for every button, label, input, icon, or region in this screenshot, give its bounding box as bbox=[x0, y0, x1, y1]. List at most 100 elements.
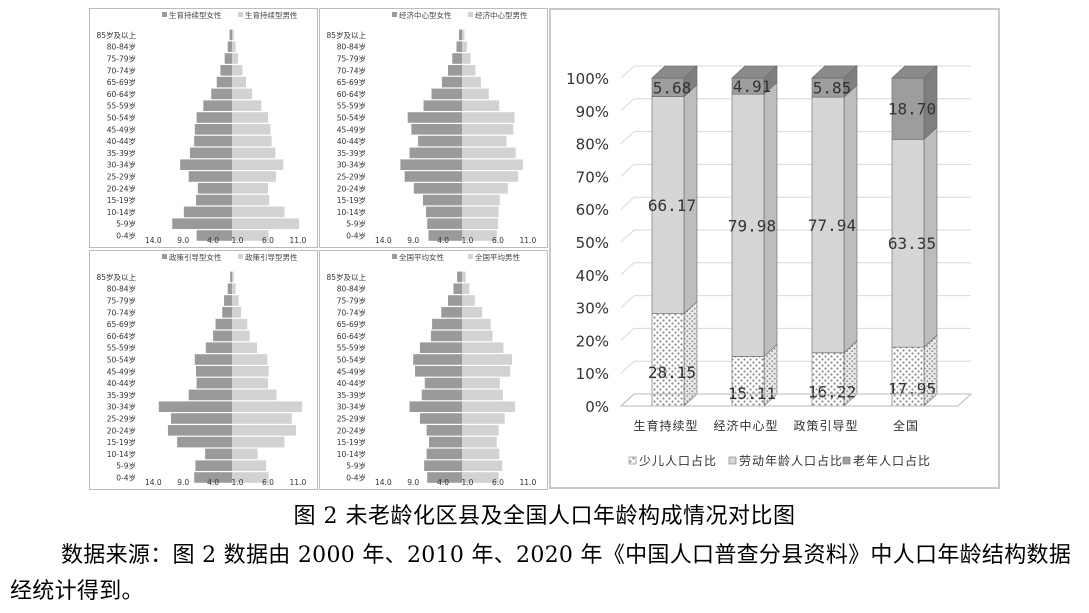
y-tick-label: 30% bbox=[576, 300, 609, 318]
grid-diagonal bbox=[620, 164, 635, 177]
male-bar bbox=[462, 354, 513, 365]
female-bar bbox=[413, 354, 462, 365]
female-bar bbox=[196, 366, 232, 377]
female-bar bbox=[197, 183, 232, 194]
age-label: 85岁及以上 bbox=[326, 30, 366, 40]
male-bar bbox=[462, 29, 465, 41]
bar-segment bbox=[651, 313, 685, 407]
female-bar bbox=[227, 41, 232, 52]
female-bar bbox=[441, 76, 462, 88]
female-bar bbox=[177, 436, 232, 448]
male-bar bbox=[462, 366, 511, 377]
male-bar bbox=[232, 366, 269, 377]
male-bar bbox=[462, 76, 481, 88]
data-label: 79.98 bbox=[728, 216, 776, 235]
male-bar bbox=[232, 425, 297, 436]
age-label: 50-54岁 bbox=[107, 113, 136, 123]
male-bar bbox=[232, 183, 268, 194]
bar-segment bbox=[731, 356, 765, 407]
male-bar bbox=[232, 436, 285, 448]
age-label: 15-19岁 bbox=[337, 195, 366, 205]
y-tick-label: 10% bbox=[576, 365, 609, 383]
age-label: 0-4岁 bbox=[116, 231, 136, 241]
age-label: 35-39岁 bbox=[107, 390, 136, 400]
pyramid-panel-fertility: 生育持续型女性 生育持续型男性 0-4岁 5-9岁 10-14岁 15-19岁 20-24岁… bbox=[89, 8, 318, 248]
category-label: 生育持续型 bbox=[633, 418, 698, 433]
age-label: 75-79岁 bbox=[107, 54, 136, 64]
female-bar bbox=[419, 413, 462, 424]
age-label: 55-59岁 bbox=[107, 343, 136, 353]
male-bar bbox=[462, 342, 504, 353]
bar-top bbox=[651, 65, 698, 79]
male-bar bbox=[232, 218, 300, 229]
legend-label: 政策引导型男性 bbox=[245, 252, 298, 262]
female-bar bbox=[194, 135, 232, 147]
age-label: 65-69岁 bbox=[107, 77, 136, 87]
age-label: 80-84岁 bbox=[107, 42, 136, 52]
female-bar bbox=[213, 330, 232, 342]
male-bar bbox=[462, 100, 500, 111]
female-bar bbox=[230, 271, 232, 283]
y-tick-label: 90% bbox=[576, 103, 609, 121]
male-bar bbox=[462, 318, 491, 330]
data-label: 18.70 bbox=[888, 100, 936, 119]
age-label: 25-29岁 bbox=[337, 172, 366, 182]
age-label: 5-9岁 bbox=[116, 461, 136, 471]
female-bar bbox=[428, 230, 462, 241]
age-label: 75-79岁 bbox=[337, 296, 366, 306]
x-tick-label: 6.0 bbox=[262, 478, 274, 487]
male-bar bbox=[232, 342, 258, 353]
female-bar bbox=[189, 147, 232, 159]
female-bar bbox=[407, 112, 462, 123]
legend-swatch bbox=[468, 12, 473, 17]
grid-diagonal bbox=[620, 360, 635, 374]
female-bar bbox=[441, 307, 462, 318]
male-bar bbox=[462, 448, 500, 460]
male-bar bbox=[232, 401, 303, 412]
data-source-note: 数据来源：图 2 数据由 2000 年、2010 年、2020 年《中国人口普查… bbox=[10, 543, 1072, 604]
category-label: 政策引导型 bbox=[793, 419, 858, 433]
female-bar bbox=[211, 88, 232, 100]
x-tick-label: 9.0 bbox=[407, 236, 419, 245]
female-bar bbox=[227, 283, 232, 294]
female-bar bbox=[432, 318, 462, 330]
male-bar bbox=[462, 295, 475, 306]
legend-swatch bbox=[162, 254, 167, 259]
male-bar bbox=[462, 472, 499, 483]
male-bar bbox=[462, 413, 505, 424]
x-tick-label: 11.0 bbox=[520, 236, 537, 245]
bar-top bbox=[891, 65, 938, 79]
male-bar bbox=[462, 171, 519, 182]
female-bar bbox=[421, 389, 462, 401]
male-bar bbox=[232, 88, 253, 100]
male-bar bbox=[462, 206, 499, 218]
grid-diagonal bbox=[620, 262, 635, 276]
female-bar bbox=[418, 135, 462, 147]
male-bar bbox=[462, 147, 516, 159]
x-tick-label: 14.0 bbox=[145, 478, 162, 487]
male-bar bbox=[232, 194, 270, 206]
legend-label: 经济中心型男性 bbox=[475, 10, 528, 20]
age-label: 40-44岁 bbox=[337, 136, 366, 146]
legend-label: 全国平均女性 bbox=[399, 252, 444, 262]
age-label: 20-24岁 bbox=[337, 183, 366, 193]
female-bar bbox=[167, 425, 232, 436]
grid-diagonal bbox=[620, 295, 635, 308]
male-bar bbox=[462, 436, 497, 448]
legend-swatch bbox=[842, 456, 851, 465]
bar-top bbox=[811, 65, 858, 79]
age-label: 20-24岁 bbox=[337, 425, 366, 435]
male-bar bbox=[462, 194, 500, 206]
legend-swatch bbox=[392, 254, 397, 259]
female-bar bbox=[426, 425, 462, 436]
male-bar bbox=[462, 112, 515, 123]
female-bar bbox=[222, 307, 232, 318]
male-bar bbox=[462, 65, 476, 76]
female-bar bbox=[195, 460, 232, 471]
legend-label: 生育持续型男性 bbox=[245, 10, 298, 20]
female-bar bbox=[224, 295, 232, 306]
female-bar bbox=[429, 436, 462, 448]
age-label: 30-34岁 bbox=[337, 160, 366, 170]
male-bar bbox=[232, 76, 247, 88]
age-label: 30-34岁 bbox=[107, 160, 136, 170]
